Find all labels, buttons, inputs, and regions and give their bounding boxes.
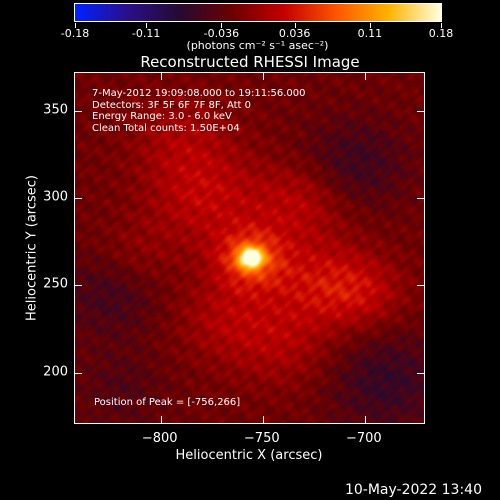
colorbar-tick-label: -0.11: [131, 27, 161, 40]
info-energy-range: Energy Range: 3.0 - 6.0 keV: [92, 111, 232, 122]
colorbar-tick-label: 0.11: [357, 27, 383, 40]
y-tick-mark: [75, 372, 82, 374]
colorbar-ticks: [74, 23, 442, 31]
colorbar-tick-mark: [294, 23, 296, 28]
colorbar-tick-mark: [221, 23, 223, 28]
y-tick-mark: [417, 198, 424, 200]
plot-area: 7-May-2012 19:09:08.000 to 19:11:56.000 …: [74, 72, 425, 424]
y-tick-mark: [75, 285, 82, 287]
colorbar-gradient: [74, 3, 442, 22]
x-tick-mark: [364, 73, 366, 80]
x-tick-label: −700: [345, 431, 382, 446]
y-tick-label: 200: [43, 364, 68, 379]
observation-info: 7-May-2012 19:09:08.000 to 19:11:56.000 …: [92, 88, 305, 134]
colorbar-tick-label: -0.036: [203, 27, 240, 40]
heatmap-image: [75, 73, 424, 423]
x-tick-mark: [262, 73, 264, 80]
colorbar: [74, 3, 442, 28]
y-tick-mark: [417, 285, 424, 287]
y-axis-label: Heliocentric Y (arcsec): [24, 175, 40, 321]
colorbar-tick-mark: [75, 23, 76, 28]
x-tick-label: −800: [141, 431, 178, 446]
colorbar-tick-mark: [369, 23, 371, 28]
colorbar-units: (photons cm⁻² s⁻¹ asec⁻²): [186, 39, 329, 52]
info-clean-counts: Clean Total counts: 1.50E+04: [92, 122, 240, 134]
chart-title: Reconstructed RHESSI Image: [140, 53, 360, 71]
y-tick-label: 250: [43, 276, 68, 292]
x-tick-mark: [160, 416, 162, 423]
info-time-range: 7-May-2012 19:09:08.000 to 19:11:56.000: [92, 88, 306, 99]
y-tick-label: 300: [43, 189, 68, 205]
colorbar-tick-mark: [146, 23, 148, 28]
x-tick-label: −750: [243, 431, 280, 446]
colorbar-tick-label: 0.18: [428, 27, 454, 40]
x-tick-mark: [364, 416, 366, 423]
colorbar-tick-mark: [441, 23, 442, 28]
x-tick-mark: [160, 73, 162, 80]
y-tick-label: 350: [43, 102, 68, 118]
colorbar-tick-label: 0.036: [278, 27, 311, 40]
y-tick-mark: [417, 111, 424, 113]
peak-position-label: Position of Peak = [-756,266]: [94, 397, 241, 408]
render-timestamp: 10-May-2022 13:40: [344, 482, 482, 498]
y-tick-mark: [417, 372, 424, 374]
y-tick-mark: [75, 198, 82, 200]
x-axis-label: Heliocentric X (arcsec): [175, 448, 323, 463]
info-detectors: Detectors: 3F 5F 6F 7F 8F, Att 0: [92, 99, 252, 111]
x-tick-mark: [262, 416, 264, 423]
colorbar-tick-label: -0.18: [60, 27, 90, 40]
y-tick-mark: [75, 111, 82, 113]
